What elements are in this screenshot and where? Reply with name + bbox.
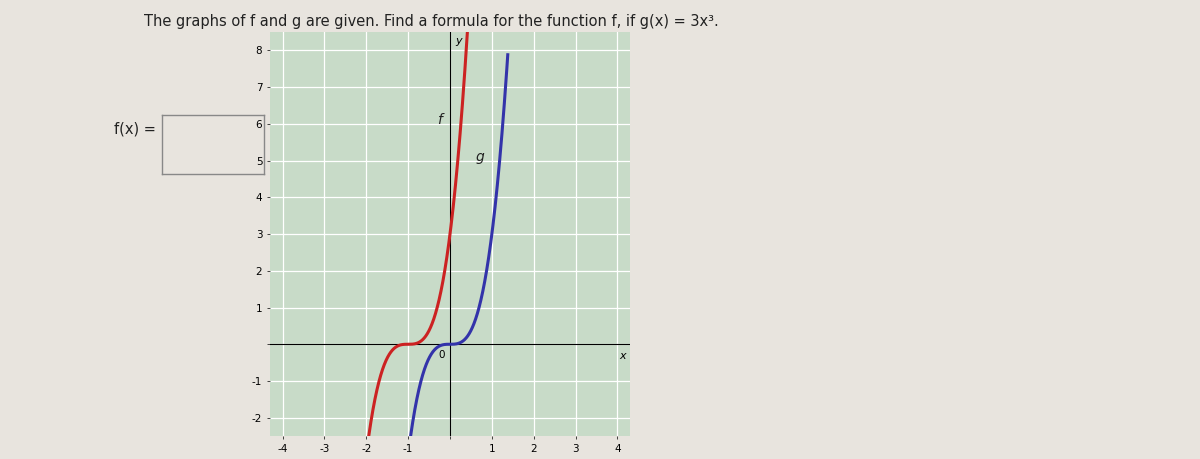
Text: x: x <box>619 351 626 361</box>
Text: f: f <box>437 113 442 127</box>
Text: The graphs of f and g are given. Find a formula for the function f, if g(x) = 3x: The graphs of f and g are given. Find a … <box>144 14 719 29</box>
Text: f(x) =: f(x) = <box>114 121 156 136</box>
Text: y: y <box>455 36 462 46</box>
Text: 0: 0 <box>438 350 445 360</box>
Text: g: g <box>476 150 485 164</box>
